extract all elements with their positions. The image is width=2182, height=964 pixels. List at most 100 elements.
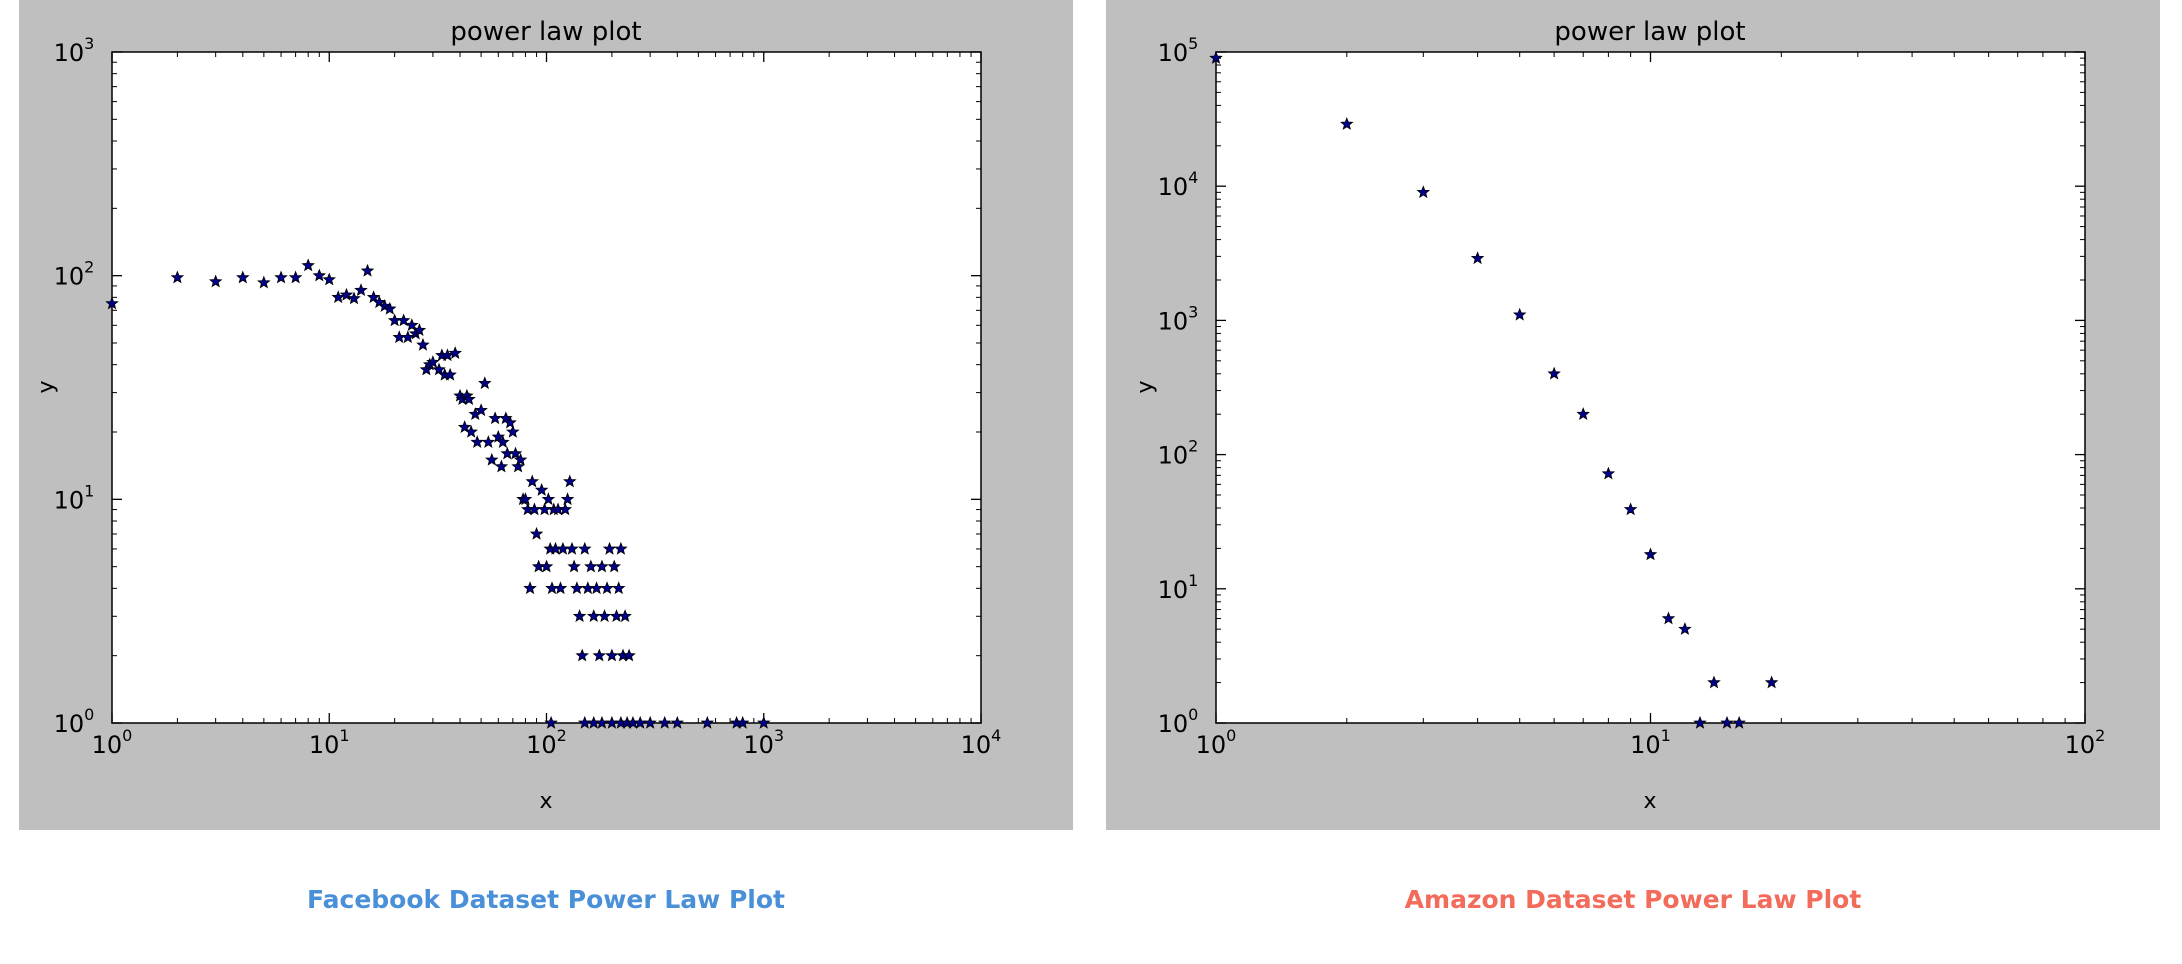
data-point [560, 492, 575, 506]
data-point [597, 609, 612, 623]
data-point [170, 270, 185, 284]
data-point [366, 290, 381, 304]
data-point [412, 323, 427, 337]
x-axis-label: x [539, 789, 552, 814]
data-points [1209, 51, 1779, 729]
data-point [208, 274, 223, 288]
data-point [534, 482, 549, 496]
facebook-caption: Facebook Dataset Power Law Plot [307, 885, 785, 914]
data-point [478, 376, 492, 390]
facebook-power-law-chart: power law plot x y 100 101 102 103 104100101… [19, 0, 1073, 830]
data-point [513, 452, 528, 466]
data-points [105, 258, 771, 729]
data-point [1547, 366, 1561, 380]
data-point [470, 435, 485, 448]
data-point [602, 541, 617, 555]
data-point [1340, 117, 1354, 130]
data-point [443, 367, 457, 381]
data-point [401, 330, 415, 344]
data-point [1623, 502, 1638, 516]
data-point [236, 270, 250, 284]
data-point [586, 609, 601, 623]
data-point [416, 337, 430, 351]
data-point [592, 648, 607, 662]
data-point [544, 715, 558, 729]
data-point [511, 459, 525, 473]
data-point [1416, 185, 1431, 199]
data-point [1693, 715, 1707, 729]
data-point [563, 474, 577, 488]
data-point [506, 424, 520, 438]
x-axis-label: x [1643, 789, 1656, 814]
data-point [105, 296, 119, 310]
data-point [257, 275, 271, 289]
data-point [670, 715, 685, 729]
data-point [622, 648, 636, 662]
data-point [595, 559, 609, 573]
data-point [383, 301, 397, 315]
data-point [405, 318, 419, 332]
data-point [481, 435, 496, 448]
amazon-caption: Amazon Dataset Power Law Plot [1404, 885, 1862, 914]
plot-area [111, 51, 982, 724]
data-point [1601, 466, 1616, 480]
data-point [494, 459, 509, 473]
data-point [1732, 715, 1746, 729]
data-point [565, 541, 579, 555]
chart-title: power law plot [1554, 17, 1745, 47]
data-point [488, 411, 502, 425]
data-point [322, 272, 337, 286]
data-point [614, 541, 628, 555]
data-point [575, 648, 589, 662]
data-point [558, 502, 573, 516]
data-point [600, 581, 614, 595]
plot-area [1215, 51, 2086, 724]
y-axis-label: y [1133, 380, 1158, 393]
data-point [756, 715, 771, 729]
data-point [529, 526, 544, 540]
data-point [347, 291, 361, 305]
data-point [539, 559, 554, 573]
amazon-power-law-chart: power law plot x y 100 101 102100101102103… [1106, 0, 2160, 830]
data-point [700, 715, 715, 729]
data-point [496, 435, 510, 448]
data-point [1209, 51, 1223, 64]
data-point [339, 287, 354, 301]
data-point [1707, 675, 1721, 689]
data-point [288, 270, 303, 284]
data-point [570, 581, 584, 595]
data-point [1576, 407, 1590, 420]
data-point [360, 263, 375, 277]
data-point [432, 362, 446, 376]
data-point [1764, 675, 1779, 689]
data-point [518, 492, 533, 506]
data-point [274, 270, 288, 284]
data-point [354, 283, 368, 297]
data-point [584, 559, 598, 573]
data-point [462, 392, 476, 406]
data-point [611, 581, 626, 595]
y-tick-label: 101 [1158, 571, 1199, 604]
data-point [301, 258, 315, 272]
data-point [448, 346, 462, 359]
data-point [525, 474, 540, 488]
data-point [503, 415, 517, 429]
data-point [572, 609, 587, 623]
data-point [312, 268, 327, 282]
data-point [735, 715, 750, 729]
x-tick-label: 103 [743, 726, 784, 759]
data-point [1470, 251, 1485, 265]
data-point [1643, 547, 1658, 561]
data-point [396, 313, 411, 327]
data-point [474, 403, 488, 417]
data-point [426, 355, 440, 369]
data-point [1661, 611, 1676, 625]
data-point [508, 446, 523, 460]
data-point [657, 715, 672, 729]
data-point [1678, 622, 1692, 635]
data-point [643, 715, 657, 729]
data-point [541, 492, 556, 506]
data-point [567, 559, 581, 573]
data-point [1720, 715, 1734, 729]
